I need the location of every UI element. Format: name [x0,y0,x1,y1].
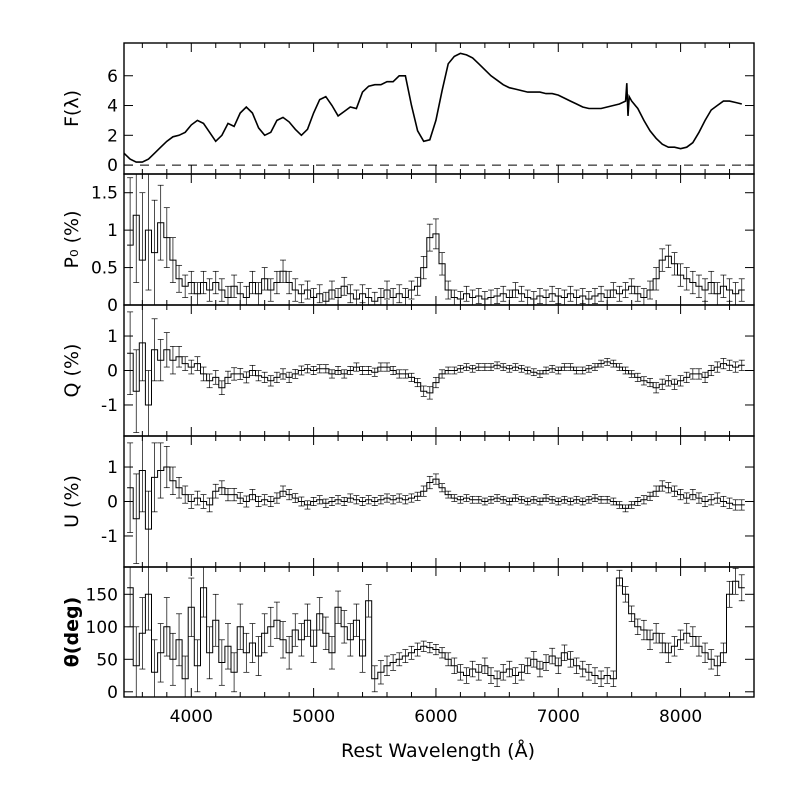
y-axis-label-theta: θ(deg) [61,597,83,668]
y-tick-label: 1 [107,327,118,347]
y-tick-label: -1 [101,527,118,547]
y-tick-label: 0 [107,683,118,703]
x-tick-label: 8000 [659,707,702,727]
series-line-theta [127,577,745,680]
y-axis-label-po: P₀ (%) [61,211,83,269]
y-tick-label: 2 [107,126,118,146]
y-tick-label: 6 [107,67,118,87]
y-axis-label-q: Q (%) [61,344,83,398]
y-tick-label: 100 [86,618,118,638]
series-line-u [127,466,745,530]
x-axis-label: Rest Wavelength (Å) [341,739,535,762]
panel-po: 0 0.5 1 1.5 P₀ (%) [61,173,755,316]
panel-frame-theta [123,566,755,698]
panel-q: -1 0 1 Q (%) [61,304,755,437]
panel-frame-u [123,435,755,568]
y-tick-label: 1 [107,458,118,478]
panel-flux: 0 2 4 6 F(λ) [61,42,755,176]
panel-u: -1 0 1 U (%) [61,435,755,568]
y-tick-label: 0.5 [91,259,118,279]
x-tick-label: 5000 [292,707,335,727]
y-tick-label: 1.5 [91,184,118,204]
series-line-po [127,214,745,302]
y-axis-label-flux: F(λ) [61,90,83,127]
x-tick-label: 7000 [537,707,580,727]
y-axis-label-u: U (%) [61,475,83,528]
y-tick-label: 150 [86,585,118,605]
y-tick-label: 0 [107,493,118,513]
y-tick-label: 4 [107,97,118,117]
x-tick-label: 4000 [170,707,213,727]
series-line-flux [124,52,742,163]
y-tick-label: 0 [107,362,118,382]
y-tick-label: 50 [96,650,118,670]
y-tick-label: -1 [101,396,118,416]
series-line-q [127,342,745,406]
x-tick-label: 6000 [414,707,457,727]
y-tick-label: 1 [107,221,118,241]
y-tick-label: 0 [107,296,118,316]
y-tick-label: 0 [107,156,118,176]
